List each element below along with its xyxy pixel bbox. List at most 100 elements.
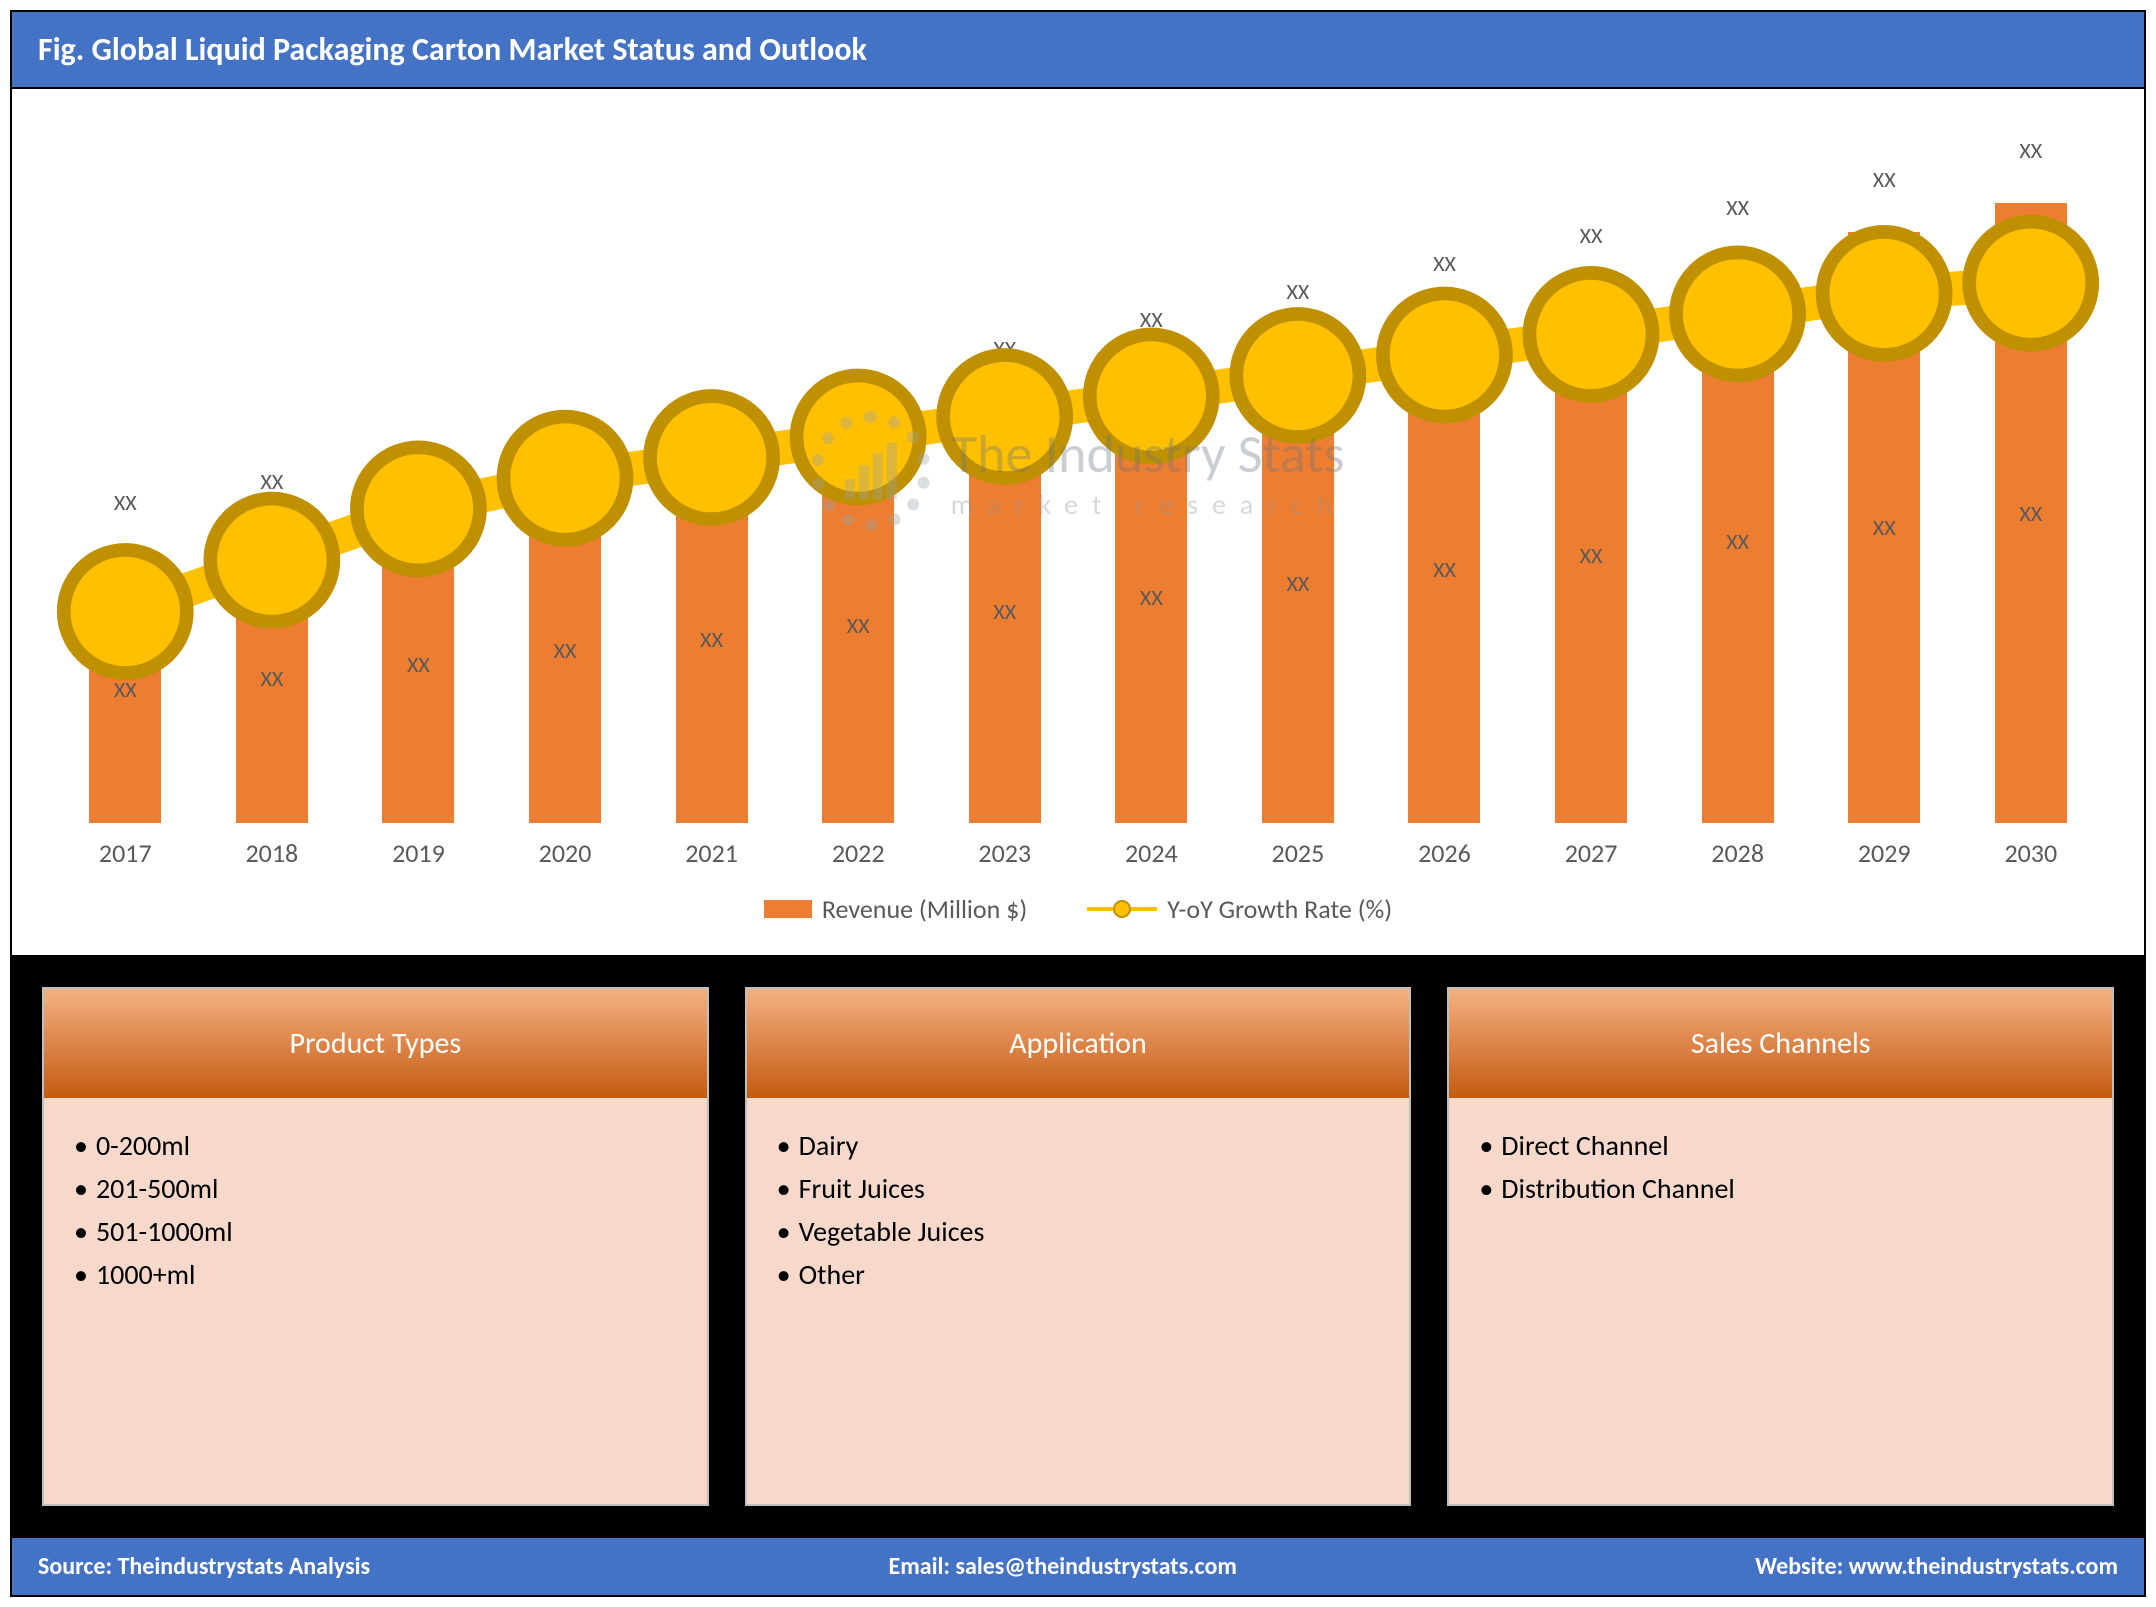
- x-axis-tick: 2024: [1078, 837, 1225, 869]
- bar-inner-label: XX: [554, 637, 577, 664]
- bar-inner-label: XX: [407, 651, 430, 678]
- bar-top-label: XX: [1726, 194, 1749, 227]
- bar-slot: XX XX: [638, 119, 785, 823]
- bar-slot: XX XX: [199, 119, 346, 823]
- footer-source-value: Theindustrystats Analysis: [118, 1552, 371, 1581]
- card-list-item: Dairy: [777, 1124, 1380, 1167]
- bar-slot: XX XX: [1811, 119, 1958, 823]
- x-axis-tick: 2027: [1518, 837, 1665, 869]
- revenue-bar: XX: [1262, 344, 1334, 823]
- bar-inner-label: XX: [700, 626, 723, 653]
- x-axis-tick: 2018: [199, 837, 346, 869]
- footer-email-value: sales@theindustrystats.com: [955, 1552, 1237, 1581]
- figure-title-bar: Fig. Global Liquid Packaging Carton Mark…: [12, 12, 2144, 87]
- x-axis-tick: 2023: [931, 837, 1078, 869]
- legend-revenue: Revenue (Million $): [764, 893, 1027, 925]
- legend-revenue-swatch: [764, 900, 812, 918]
- bar-inner-label: XX: [1433, 556, 1456, 583]
- info-card: Product Types0-200ml201-500ml501-1000ml1…: [42, 987, 709, 1506]
- bar-inner-label: XX: [1140, 584, 1163, 611]
- bar-top-label: XX: [1286, 278, 1309, 311]
- bar-top-label: XX: [2019, 137, 2042, 170]
- footer-source-label: Source:: [38, 1552, 118, 1581]
- revenue-bar: XX: [236, 534, 308, 823]
- bar-top-label: XX: [1433, 250, 1456, 283]
- card-body: DairyFruit JuicesVegetable JuicesOther: [747, 1098, 1410, 1504]
- bar-slot: XX XX: [1664, 119, 1811, 823]
- card-list-item: Vegetable Juices: [777, 1210, 1380, 1253]
- bars-row: XXXXXXXXXXXXXXXXXXXXXXXXXXXXXXXXXXXXXXXX…: [52, 119, 2104, 823]
- chart-legend: Revenue (Million $) Y-oY Growth Rate (%): [52, 869, 2104, 935]
- bar-top-label: XX: [554, 412, 577, 445]
- footer-email-label: Email:: [888, 1552, 955, 1581]
- bar-top-label: XX: [407, 440, 430, 473]
- revenue-bar: XX: [1115, 372, 1187, 823]
- revenue-bar: XX: [1702, 260, 1774, 823]
- bar-inner-label: XX: [993, 598, 1016, 625]
- bar-slot: XX XX: [785, 119, 932, 823]
- x-axis-tick: 2030: [1958, 837, 2105, 869]
- card-list-item: 501-1000ml: [74, 1210, 677, 1253]
- card-head: Product Types: [44, 989, 707, 1098]
- card-body: 0-200ml201-500ml501-1000ml1000+ml: [44, 1098, 707, 1504]
- bar-inner-label: XX: [847, 612, 870, 639]
- revenue-bar: XX: [676, 457, 748, 823]
- bar-top-label: XX: [1140, 306, 1163, 339]
- bar-top-label: XX: [1873, 166, 1896, 199]
- figure-container: Fig. Global Liquid Packaging Carton Mark…: [10, 10, 2146, 1597]
- footer-website-label: Website:: [1755, 1552, 1848, 1581]
- bar-top-label: XX: [700, 391, 723, 424]
- card-list-item: 201-500ml: [74, 1167, 677, 1210]
- footer-source: Source: Theindustrystats Analysis: [38, 1552, 370, 1581]
- bar-top-label: XX: [260, 468, 283, 501]
- footer-website-value: www.theindustrystats.com: [1849, 1552, 2118, 1581]
- x-axis-tick: 2022: [785, 837, 932, 869]
- revenue-bar: XX: [1408, 316, 1480, 823]
- bar-slot: XX XX: [1225, 119, 1372, 823]
- footer-website: Website: www.theindustrystats.com: [1755, 1552, 2118, 1581]
- plot-area: XXXXXXXXXXXXXXXXXXXXXXXXXXXXXXXXXXXXXXXX…: [52, 119, 2104, 823]
- x-axis-tick: 2026: [1371, 837, 1518, 869]
- revenue-bar: XX: [1848, 232, 1920, 823]
- info-card: Sales Channels Direct ChannelDistribution…: [1447, 987, 2114, 1506]
- bar-slot: XX XX: [1518, 119, 1665, 823]
- x-axis-tick: 2019: [345, 837, 492, 869]
- legend-growth-label: Y-oY Growth Rate (%): [1167, 893, 1392, 925]
- bar-top-label: XX: [847, 363, 870, 396]
- bar-top-label: XX: [1580, 222, 1603, 255]
- bar-slot: XX XX: [1371, 119, 1518, 823]
- bar-inner-label: XX: [1873, 514, 1896, 541]
- x-axis-tick: 2025: [1225, 837, 1372, 869]
- revenue-bar: XX: [1995, 203, 2067, 823]
- figure-title: Fig. Global Liquid Packaging Carton Mark…: [38, 30, 867, 69]
- bar-slot: XX XX: [345, 119, 492, 823]
- x-axis: 2017201820192020202120222023202420252026…: [52, 823, 2104, 869]
- bar-top-label: XX: [114, 489, 137, 522]
- card-list-item: Distribution Channel: [1479, 1167, 2082, 1210]
- footer-email: Email: sales@theindustrystats.com: [888, 1552, 1236, 1581]
- legend-growth: Y-oY Growth Rate (%): [1087, 893, 1392, 925]
- bar-slot: XX XX: [1078, 119, 1225, 823]
- card-head: Sales Channels: [1449, 989, 2112, 1098]
- card-head: Application: [747, 989, 1410, 1098]
- bar-slot: XX XX: [492, 119, 639, 823]
- revenue-bar: XX: [822, 429, 894, 823]
- x-axis-tick: 2029: [1811, 837, 1958, 869]
- x-axis-tick: 2020: [492, 837, 639, 869]
- bar-slot: XX XX: [52, 119, 199, 823]
- revenue-bar: XX: [382, 506, 454, 823]
- card-list-item: Direct Channel: [1479, 1124, 2082, 1167]
- card-list-item: Other: [777, 1253, 1380, 1296]
- revenue-bar: XX: [89, 555, 161, 823]
- x-axis-tick: 2017: [52, 837, 199, 869]
- legend-revenue-label: Revenue (Million $): [822, 893, 1027, 925]
- card-list-item: 1000+ml: [74, 1253, 677, 1296]
- bar-inner-label: XX: [114, 676, 137, 703]
- bar-inner-label: XX: [260, 665, 283, 692]
- bar-inner-label: XX: [1580, 542, 1603, 569]
- bar-top-label: XX: [993, 335, 1016, 368]
- x-axis-tick: 2028: [1664, 837, 1811, 869]
- revenue-bar: XX: [529, 478, 601, 823]
- bar-slot: XX XX: [931, 119, 1078, 823]
- bar-inner-label: XX: [2019, 500, 2042, 527]
